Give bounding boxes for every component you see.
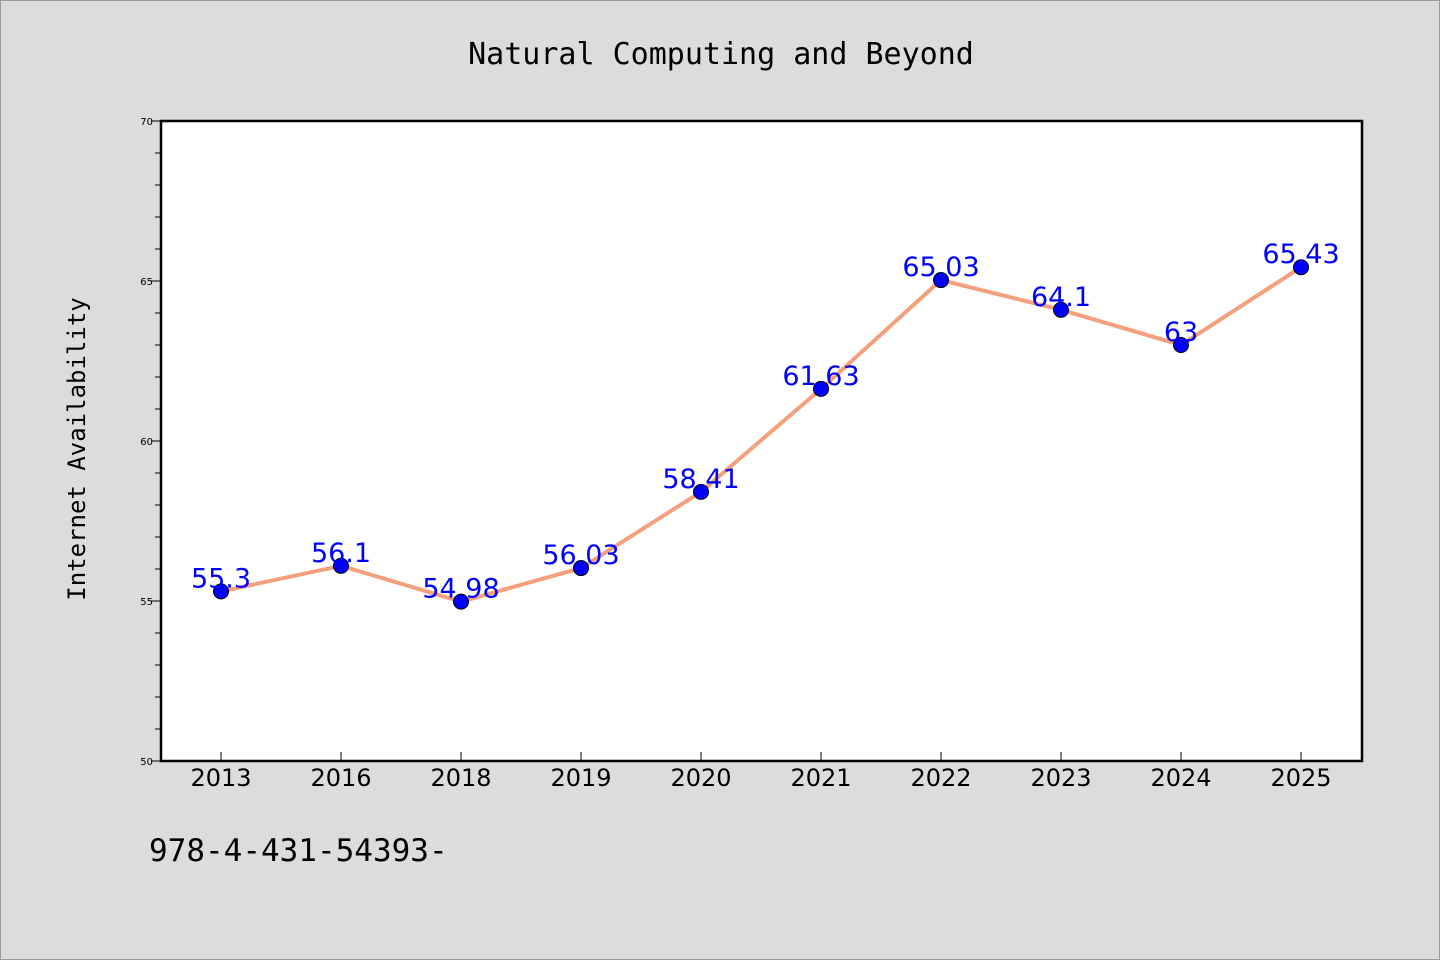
y-tick-label: 70 — [140, 117, 153, 128]
x-tick-label: 2022 — [910, 764, 971, 792]
data-point — [813, 380, 829, 397]
data-point — [573, 560, 589, 577]
data-point — [1053, 301, 1069, 318]
x-tick-label: 2013 — [190, 764, 251, 792]
x-tick-label: 2019 — [550, 764, 611, 792]
data-point — [693, 483, 709, 500]
x-tick-label: 2024 — [1150, 764, 1211, 792]
y-axis: 50 55 60 65 70 — [140, 117, 161, 768]
x-tick-label: 2016 — [310, 764, 371, 792]
chart-title: Natural Computing and Beyond — [468, 37, 974, 72]
data-label: 56.03 — [542, 540, 619, 571]
data-point — [933, 272, 949, 289]
data-point — [1173, 337, 1189, 353]
data-point — [1293, 259, 1309, 276]
data-label: 63 — [1164, 317, 1198, 348]
y-tick-label: 65 — [140, 277, 153, 288]
y-tick-label: 60 — [140, 437, 153, 448]
x-axis: 2013 2016 2018 2019 2020 2021 2022 2023 2024 2025 — [190, 752, 1332, 792]
y-tick-label: 55 — [140, 597, 153, 608]
x-tick-label: 2023 — [1030, 764, 1091, 792]
series-line — [219, 265, 1303, 604]
data-label: 56.1 — [311, 538, 371, 569]
data-label: 55.3 — [191, 563, 251, 594]
data-label: 61.63 — [782, 361, 859, 392]
y-axis-label: Internet Availability — [63, 297, 91, 600]
x-tick-label: 2021 — [790, 764, 851, 792]
x-tick-label: 2018 — [430, 764, 491, 792]
x-tick-label: 2020 — [670, 764, 731, 792]
data-point — [213, 583, 229, 600]
data-label: 64.1 — [1031, 282, 1091, 313]
series-layer — [213, 259, 1309, 610]
data-label: 65.03 — [902, 252, 979, 283]
y-tick-label: 50 — [140, 757, 153, 768]
data-label: 54.98 — [422, 574, 499, 605]
data-point — [453, 593, 469, 610]
data-point — [333, 557, 349, 574]
data-labels: 55.3 56.1 54.98 56.03 58.41 61.63 65.03 64.1 63 6… — [191, 239, 1340, 604]
footer-isbn: 978-4-431-54393- — [149, 833, 448, 869]
data-label: 58.41 — [662, 464, 739, 495]
data-label: 65.43 — [1262, 239, 1339, 270]
x-tick-label: 2025 — [1270, 764, 1331, 792]
